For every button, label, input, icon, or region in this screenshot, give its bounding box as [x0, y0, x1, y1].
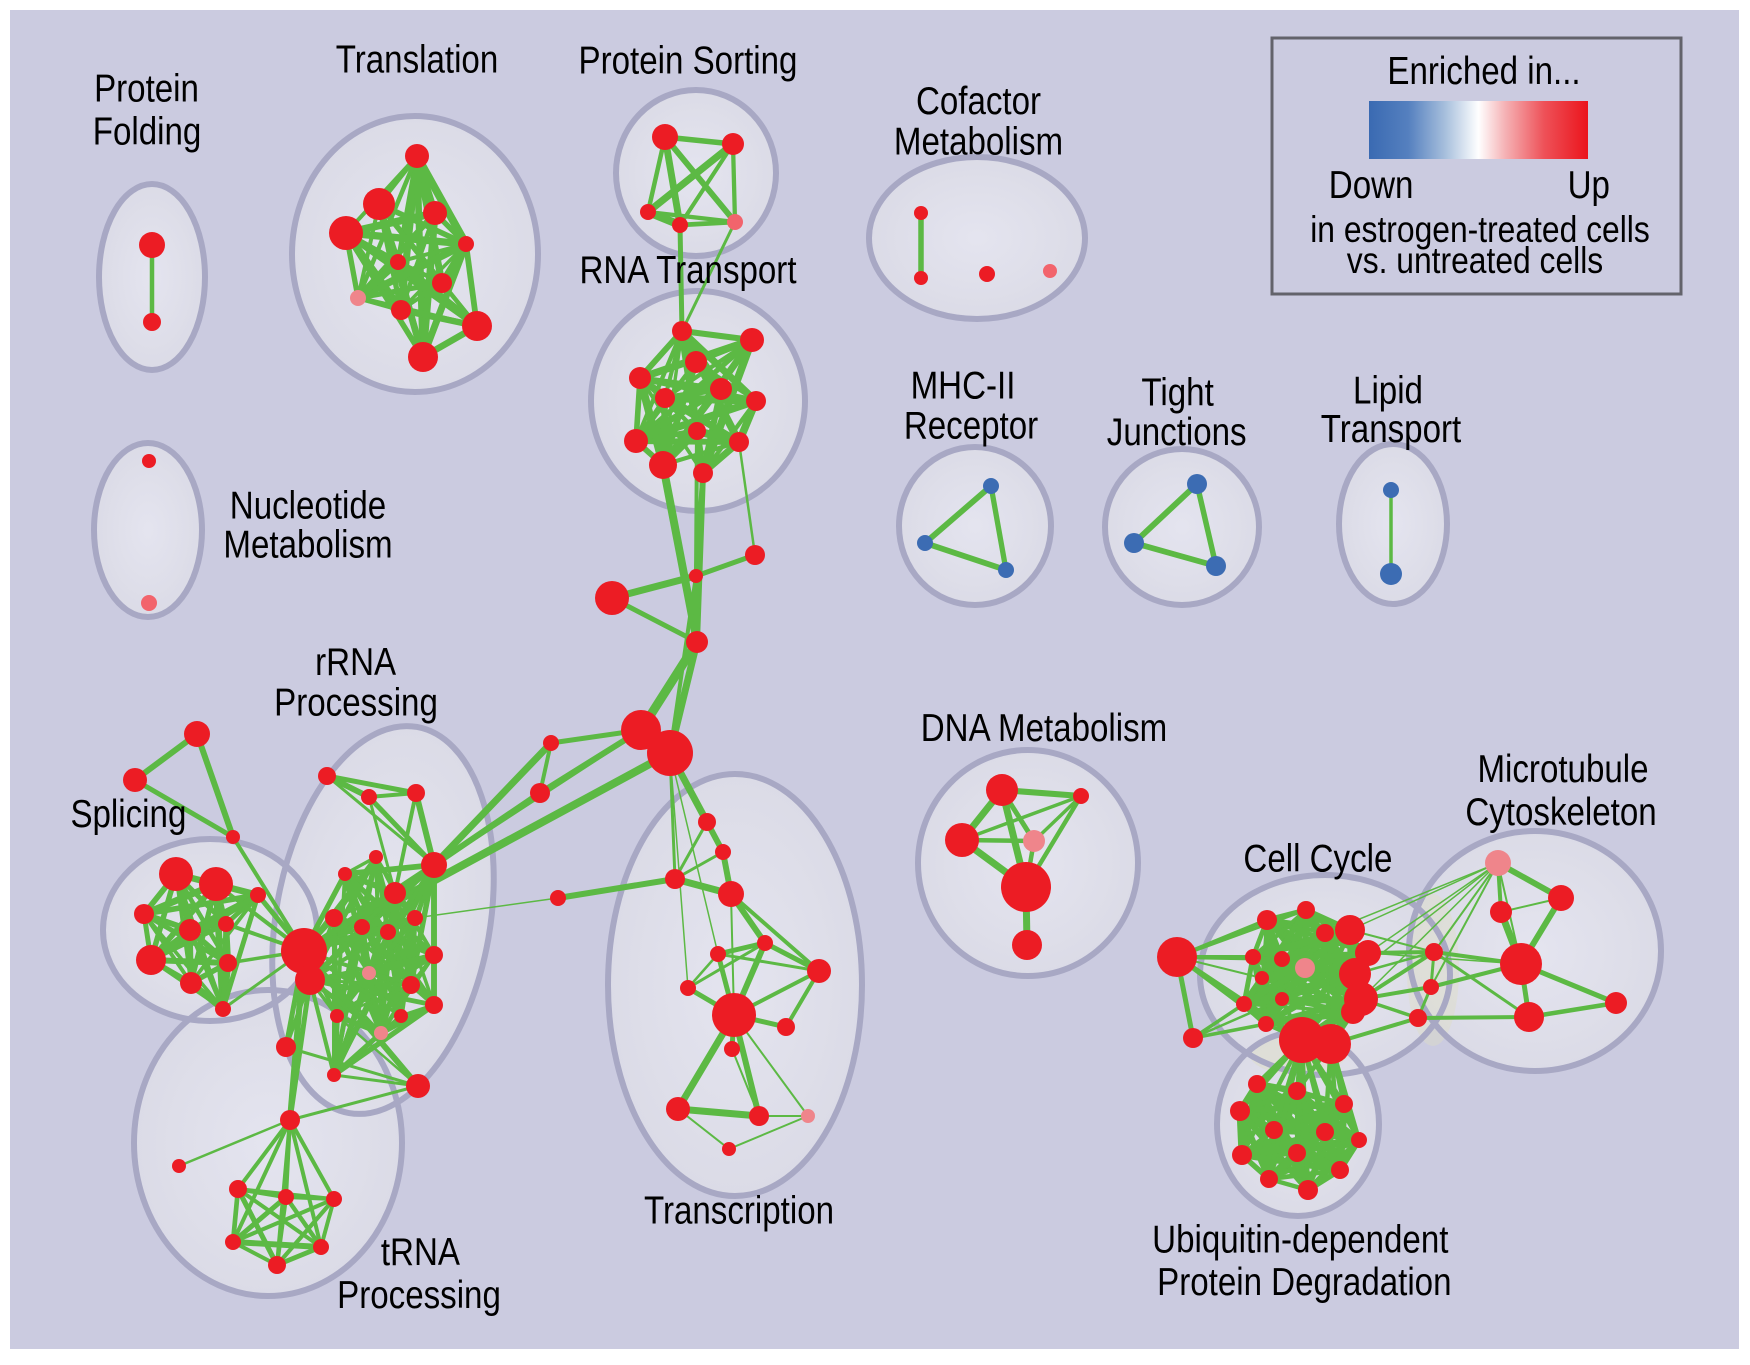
svg-text:Splicing: Splicing [70, 793, 186, 836]
svg-text:Metabolism: Metabolism [223, 523, 392, 566]
svg-text:in estrogen-treated cells: in estrogen-treated cells [1310, 210, 1650, 251]
svg-text:Protein: Protein [94, 67, 199, 110]
svg-text:DNA Metabolism: DNA Metabolism [921, 707, 1167, 750]
svg-text:Metabolism: Metabolism [894, 120, 1063, 163]
svg-text:Enriched in...: Enriched in... [1387, 50, 1580, 93]
svg-text:Ubiquitin-dependent: Ubiquitin-dependent [1152, 1218, 1448, 1261]
svg-text:Up: Up [1568, 164, 1610, 207]
svg-text:Tight: Tight [1141, 371, 1213, 414]
svg-text:Lipid: Lipid [1353, 369, 1423, 412]
svg-text:Cell Cycle: Cell Cycle [1243, 837, 1392, 880]
svg-text:Junctions: Junctions [1107, 411, 1247, 454]
svg-text:Transport: Transport [1321, 408, 1461, 451]
svg-text:Translation: Translation [336, 38, 498, 81]
svg-text:tRNA: tRNA [381, 1230, 460, 1273]
svg-text:Cytoskeleton: Cytoskeleton [1465, 791, 1656, 834]
svg-text:Protein Sorting: Protein Sorting [579, 39, 798, 82]
svg-text:Cofactor: Cofactor [916, 79, 1041, 122]
svg-text:Folding: Folding [93, 110, 202, 153]
svg-text:Processing: Processing [337, 1274, 501, 1317]
svg-text:Microtubule: Microtubule [1477, 748, 1648, 791]
svg-text:Receptor: Receptor [904, 404, 1038, 447]
svg-text:vs. untreated cells: vs. untreated cells [1347, 241, 1603, 282]
svg-text:RNA Transport: RNA Transport [579, 249, 796, 292]
svg-text:rRNA: rRNA [315, 641, 396, 684]
svg-text:Processing: Processing [274, 681, 438, 724]
svg-text:Transcription: Transcription [644, 1189, 834, 1232]
svg-text:MHC-II: MHC-II [911, 364, 1016, 407]
svg-text:Protein Degradation: Protein Degradation [1157, 1261, 1451, 1304]
svg-text:Down: Down [1329, 164, 1414, 207]
svg-text:Nucleotide: Nucleotide [230, 484, 386, 527]
